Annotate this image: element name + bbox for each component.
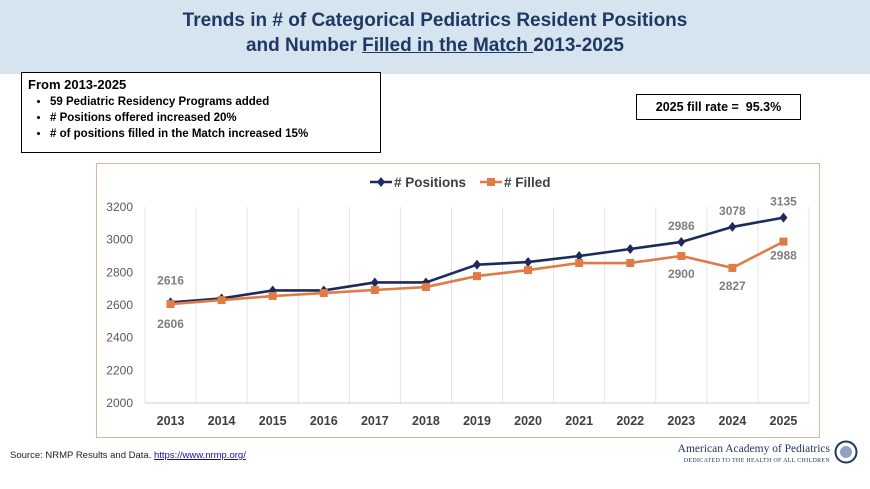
y-tick-label: 3200 — [106, 200, 133, 214]
title-line-1: Trends in # of Categorical Pediatrics Re… — [182, 10, 688, 31]
y-tick-label: 2000 — [106, 396, 133, 410]
y-tick-label: 2400 — [106, 331, 133, 345]
legend-square-icon — [487, 178, 495, 186]
summary-bullet: # Positions offered increased 20% — [50, 110, 380, 126]
header-banner — [0, 0, 870, 74]
data-point-filled — [626, 259, 635, 268]
aap-logo: American Academy of Pediatrics DEDICATED… — [660, 440, 860, 470]
data-point-filled — [779, 237, 788, 246]
data-point-filled — [217, 296, 226, 305]
chart-frame: 2000 2200 2400 2600 2800 3000 3200 2013 2014 2015… — [96, 163, 820, 438]
title-suffix: 2013-2025 — [533, 35, 624, 56]
legend-label: # Positions — [394, 175, 466, 190]
x-tick-label: 2020 — [514, 414, 542, 428]
data-point-filled — [677, 252, 686, 260]
x-tick-label: 2016 — [310, 414, 338, 428]
x-tick-label: 2024 — [718, 414, 746, 428]
title-line-2: and Number Filled in the Match 2013-2025 — [0, 33, 870, 58]
x-tick-label: 2017 — [361, 414, 389, 428]
data-point-positions — [575, 251, 584, 261]
logo-tagline: DEDICATED TO THE HEALTH OF ALL CHILDREN — [683, 458, 830, 464]
data-label-filled: 2900 — [668, 267, 695, 281]
fill-rate-box: 2025 fill rate = 95.3% — [636, 94, 801, 120]
x-tick-label: 2023 — [667, 414, 695, 428]
legend-diamond-icon — [377, 177, 385, 187]
data-point-positions — [779, 212, 788, 223]
data-point-positions — [473, 259, 481, 270]
x-tick-label: 2019 — [463, 414, 491, 428]
y-tick-label: 2800 — [106, 265, 133, 279]
line-chart: 2000 2200 2400 2600 2800 3000 3200 2013 2014 2015… — [106, 175, 810, 428]
x-tick-label: 2015 — [259, 414, 287, 428]
data-point-filled — [473, 272, 481, 281]
data-label-positions: 3135 — [770, 195, 797, 209]
x-tick-label: 2021 — [565, 414, 593, 428]
x-tick-label: 2014 — [208, 414, 236, 428]
data-label-filled: 2606 — [157, 317, 184, 331]
data-label-positions: 3078 — [719, 204, 746, 218]
data-point-filled — [421, 283, 430, 292]
x-tick-label: 2013 — [157, 414, 185, 428]
x-tick-label: 2018 — [412, 414, 440, 428]
data-label-filled: 2827 — [719, 279, 746, 293]
x-tick-label: 2025 — [770, 414, 798, 428]
title-prefix: and Number — [245, 35, 363, 56]
data-point-filled — [166, 300, 175, 309]
summary-bullet: 59 Pediatric Residency Programs added — [50, 94, 380, 110]
y-tick-label: 3000 — [106, 233, 133, 247]
data-point-positions — [524, 257, 533, 268]
summary-heading: From 2013-2025 — [28, 77, 127, 92]
title-underlined: Filled in the Match — [362, 35, 534, 56]
legend-label: # Filled — [504, 175, 551, 190]
data-point-filled — [524, 266, 533, 275]
source-note: Source: NRMP Results and Data. https://w… — [10, 450, 246, 461]
data-point-positions — [728, 221, 737, 232]
data-point-filled — [728, 263, 737, 272]
data-label-positions: 2986 — [668, 219, 695, 233]
data-label-filled: 2988 — [770, 249, 797, 263]
page-title: Trends in # of Categorical Pediatrics Re… — [0, 8, 870, 58]
source-text: Source: NRMP Results and Data. — [10, 450, 154, 461]
data-label-positions: 2616 — [157, 273, 184, 287]
y-tick-label: 2200 — [106, 363, 133, 377]
data-point-filled — [370, 285, 379, 294]
data-point-filled — [575, 259, 584, 268]
y-tick-label: 2600 — [106, 298, 133, 312]
source-link[interactable]: https://www.nrmp.org/ — [153, 450, 246, 461]
summary-bullet: # of positions filled in the Match incre… — [50, 126, 380, 142]
data-point-positions — [370, 277, 379, 288]
summary-box: From 2013-2025 59 Pediatric Residency Pr… — [21, 72, 381, 153]
x-tick-label: 2022 — [616, 414, 644, 428]
aap-seal-icon — [834, 440, 858, 464]
data-point-filled — [319, 289, 328, 298]
logo-name: American Academy of Pediatrics — [677, 443, 830, 455]
data-point-positions — [677, 236, 686, 247]
data-point-positions — [626, 243, 635, 254]
data-point-filled — [268, 292, 277, 301]
